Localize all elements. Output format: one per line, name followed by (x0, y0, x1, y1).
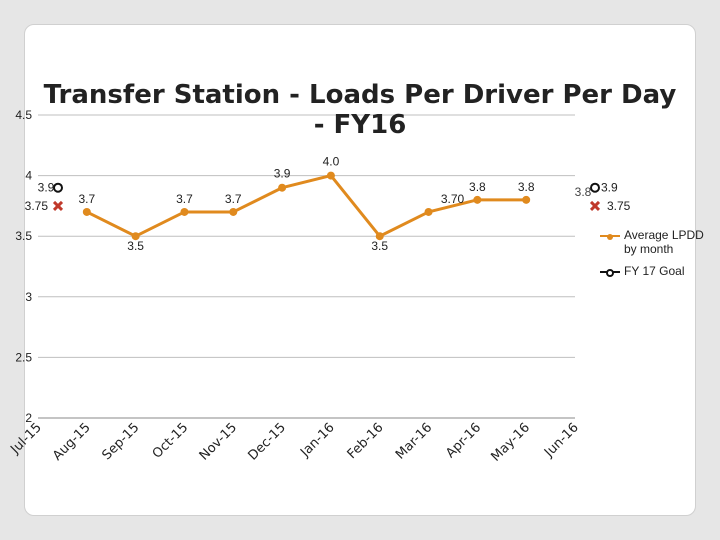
x-tick-label: Jul-15 (7, 420, 44, 457)
data-label: 3.8 (575, 185, 592, 199)
data-point-average (522, 195, 531, 204)
x-tick-label: Feb-16 (345, 420, 387, 462)
data-label: 3.9 (274, 167, 291, 181)
data-point-average (82, 207, 91, 216)
y-tick-label: 4.5 (15, 108, 32, 122)
x-marker-stroke (589, 200, 601, 211)
data-label: 3.5 (371, 239, 388, 253)
data-point-goal (590, 182, 600, 193)
data-label: 3.8 (518, 180, 535, 194)
x-tick-label: May-16 (489, 420, 533, 464)
legend-item-goal: FY 17 Goal (600, 264, 718, 278)
data-point-extra (589, 200, 601, 211)
data-point-extra (52, 200, 64, 211)
data-label: 3.9 (601, 181, 618, 195)
legend: Average LPDD by month FY 17 Goal (600, 228, 718, 278)
data-label: 3.5 (127, 239, 144, 253)
x-tick-label: Dec-15 (246, 420, 289, 463)
x-marker-stroke (52, 200, 64, 211)
data-label: 4.0 (323, 155, 340, 169)
data-point-average (278, 183, 287, 192)
data-point-average (473, 195, 482, 204)
y-tick-label: 3.5 (15, 229, 32, 243)
data-point-average (326, 171, 335, 180)
y-tick-label: 4 (25, 169, 32, 183)
data-point-average (180, 207, 189, 216)
x-tick-label: Aug-15 (50, 420, 94, 464)
chart-title: Transfer Station - Loads Per Driver Per … (43, 80, 677, 140)
x-tick-label: Sep-15 (100, 420, 143, 463)
data-point-average (424, 207, 433, 216)
data-label: 3.70 (441, 192, 465, 206)
x-tick-label: Oct-15 (150, 420, 192, 462)
x-tick-label: Apr-16 (443, 420, 484, 461)
axis-layer: 2 2.5 3 3.5 4 4.5 Jul-15 Aug-15 Sep-15 Oct-15 Nov-… (7, 108, 581, 465)
legend-label: Average LPDD by month (624, 228, 704, 256)
data-label: 3.8 (469, 180, 486, 194)
legend-item-average: Average LPDD by month (600, 228, 718, 256)
data-label: 3.75 (25, 199, 49, 213)
data-label: 3.7 (225, 192, 242, 206)
x-tick-label: Jan-16 (297, 420, 338, 461)
data-label: 3.9 (38, 181, 55, 195)
x-tick-label: Jun-16 (541, 420, 582, 461)
series-line-average (86, 174, 527, 238)
grid-layer (38, 114, 575, 419)
data-point-average (375, 232, 384, 241)
data-label: 3.7 (176, 192, 193, 206)
legend-label: FY 17 Goal (624, 264, 685, 278)
y-tick-label: 3 (25, 290, 32, 304)
label-layer: 3.7 3.5 3.7 3.7 3.9 4.0 3.5 3.70 3.8 3.8 3.9 3.9 3.7… (25, 155, 631, 254)
data-label: 3.75 (607, 199, 631, 213)
data-point-goal (53, 182, 63, 193)
x-tick-label: Mar-16 (393, 420, 435, 462)
series-layer (52, 171, 601, 241)
legend-swatch-black (600, 269, 620, 277)
data-point-average (131, 232, 140, 241)
x-tick-label: Nov-15 (197, 420, 240, 463)
slide-panel (24, 24, 696, 516)
y-tick-label: 2 (25, 411, 32, 425)
data-point-average (229, 207, 238, 216)
y-tick-label: 2.5 (15, 350, 32, 364)
data-label: 3.7 (78, 192, 95, 206)
legend-swatch-orange (600, 234, 620, 240)
